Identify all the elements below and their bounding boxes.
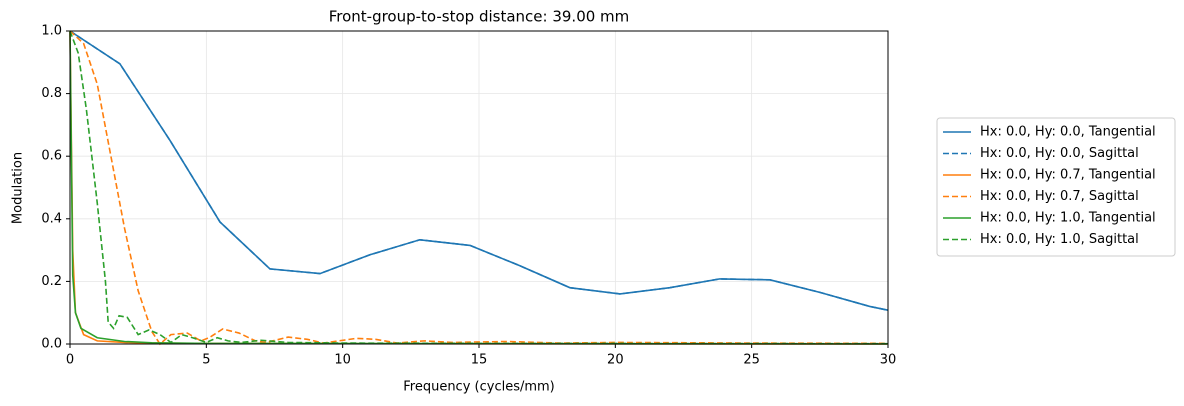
legend-label: Hx: 0.0, Hy: 1.0, Sagittal <box>980 232 1139 247</box>
y-tick-label: 1.0 <box>41 24 62 39</box>
y-axis-label: Modulation <box>11 152 26 224</box>
y-tick-label: 0.0 <box>41 337 62 352</box>
legend-label: Hx: 0.0, Hy: 0.0, Sagittal <box>980 146 1139 161</box>
x-tick-label: 15 <box>471 353 488 368</box>
chart-title: Front-group-to-stop distance: 39.00 mm <box>329 8 630 26</box>
x-tick-label: 0 <box>66 353 74 368</box>
y-tick-label: 0.6 <box>41 149 62 164</box>
line <box>69 30 889 311</box>
line <box>69 30 889 345</box>
legend-label: Hx: 0.0, Hy: 0.0, Tangential <box>980 125 1156 140</box>
y-tick-label: 0.2 <box>41 274 62 289</box>
y-tick-label: 0.8 <box>41 86 62 101</box>
legend-box <box>936 117 1176 257</box>
x-tick-label: 5 <box>202 353 210 368</box>
x-tick-label: 30 <box>880 353 897 368</box>
line <box>69 30 889 345</box>
x-axis-label: Frequency (cycles/mm) <box>403 380 555 395</box>
legend-label: Hx: 0.0, Hy: 0.7, Tangential <box>980 168 1156 183</box>
y-tick-label: 0.4 <box>41 211 62 226</box>
legend-label: Hx: 0.0, Hy: 0.7, Sagittal <box>980 189 1139 204</box>
plot-frame <box>69 30 889 345</box>
x-tick-label: 10 <box>334 353 351 368</box>
x-tick-label: 20 <box>607 353 624 368</box>
legend-label: Hx: 0.0, Hy: 1.0, Tangential <box>980 211 1156 226</box>
x-tick-label: 25 <box>743 353 760 368</box>
